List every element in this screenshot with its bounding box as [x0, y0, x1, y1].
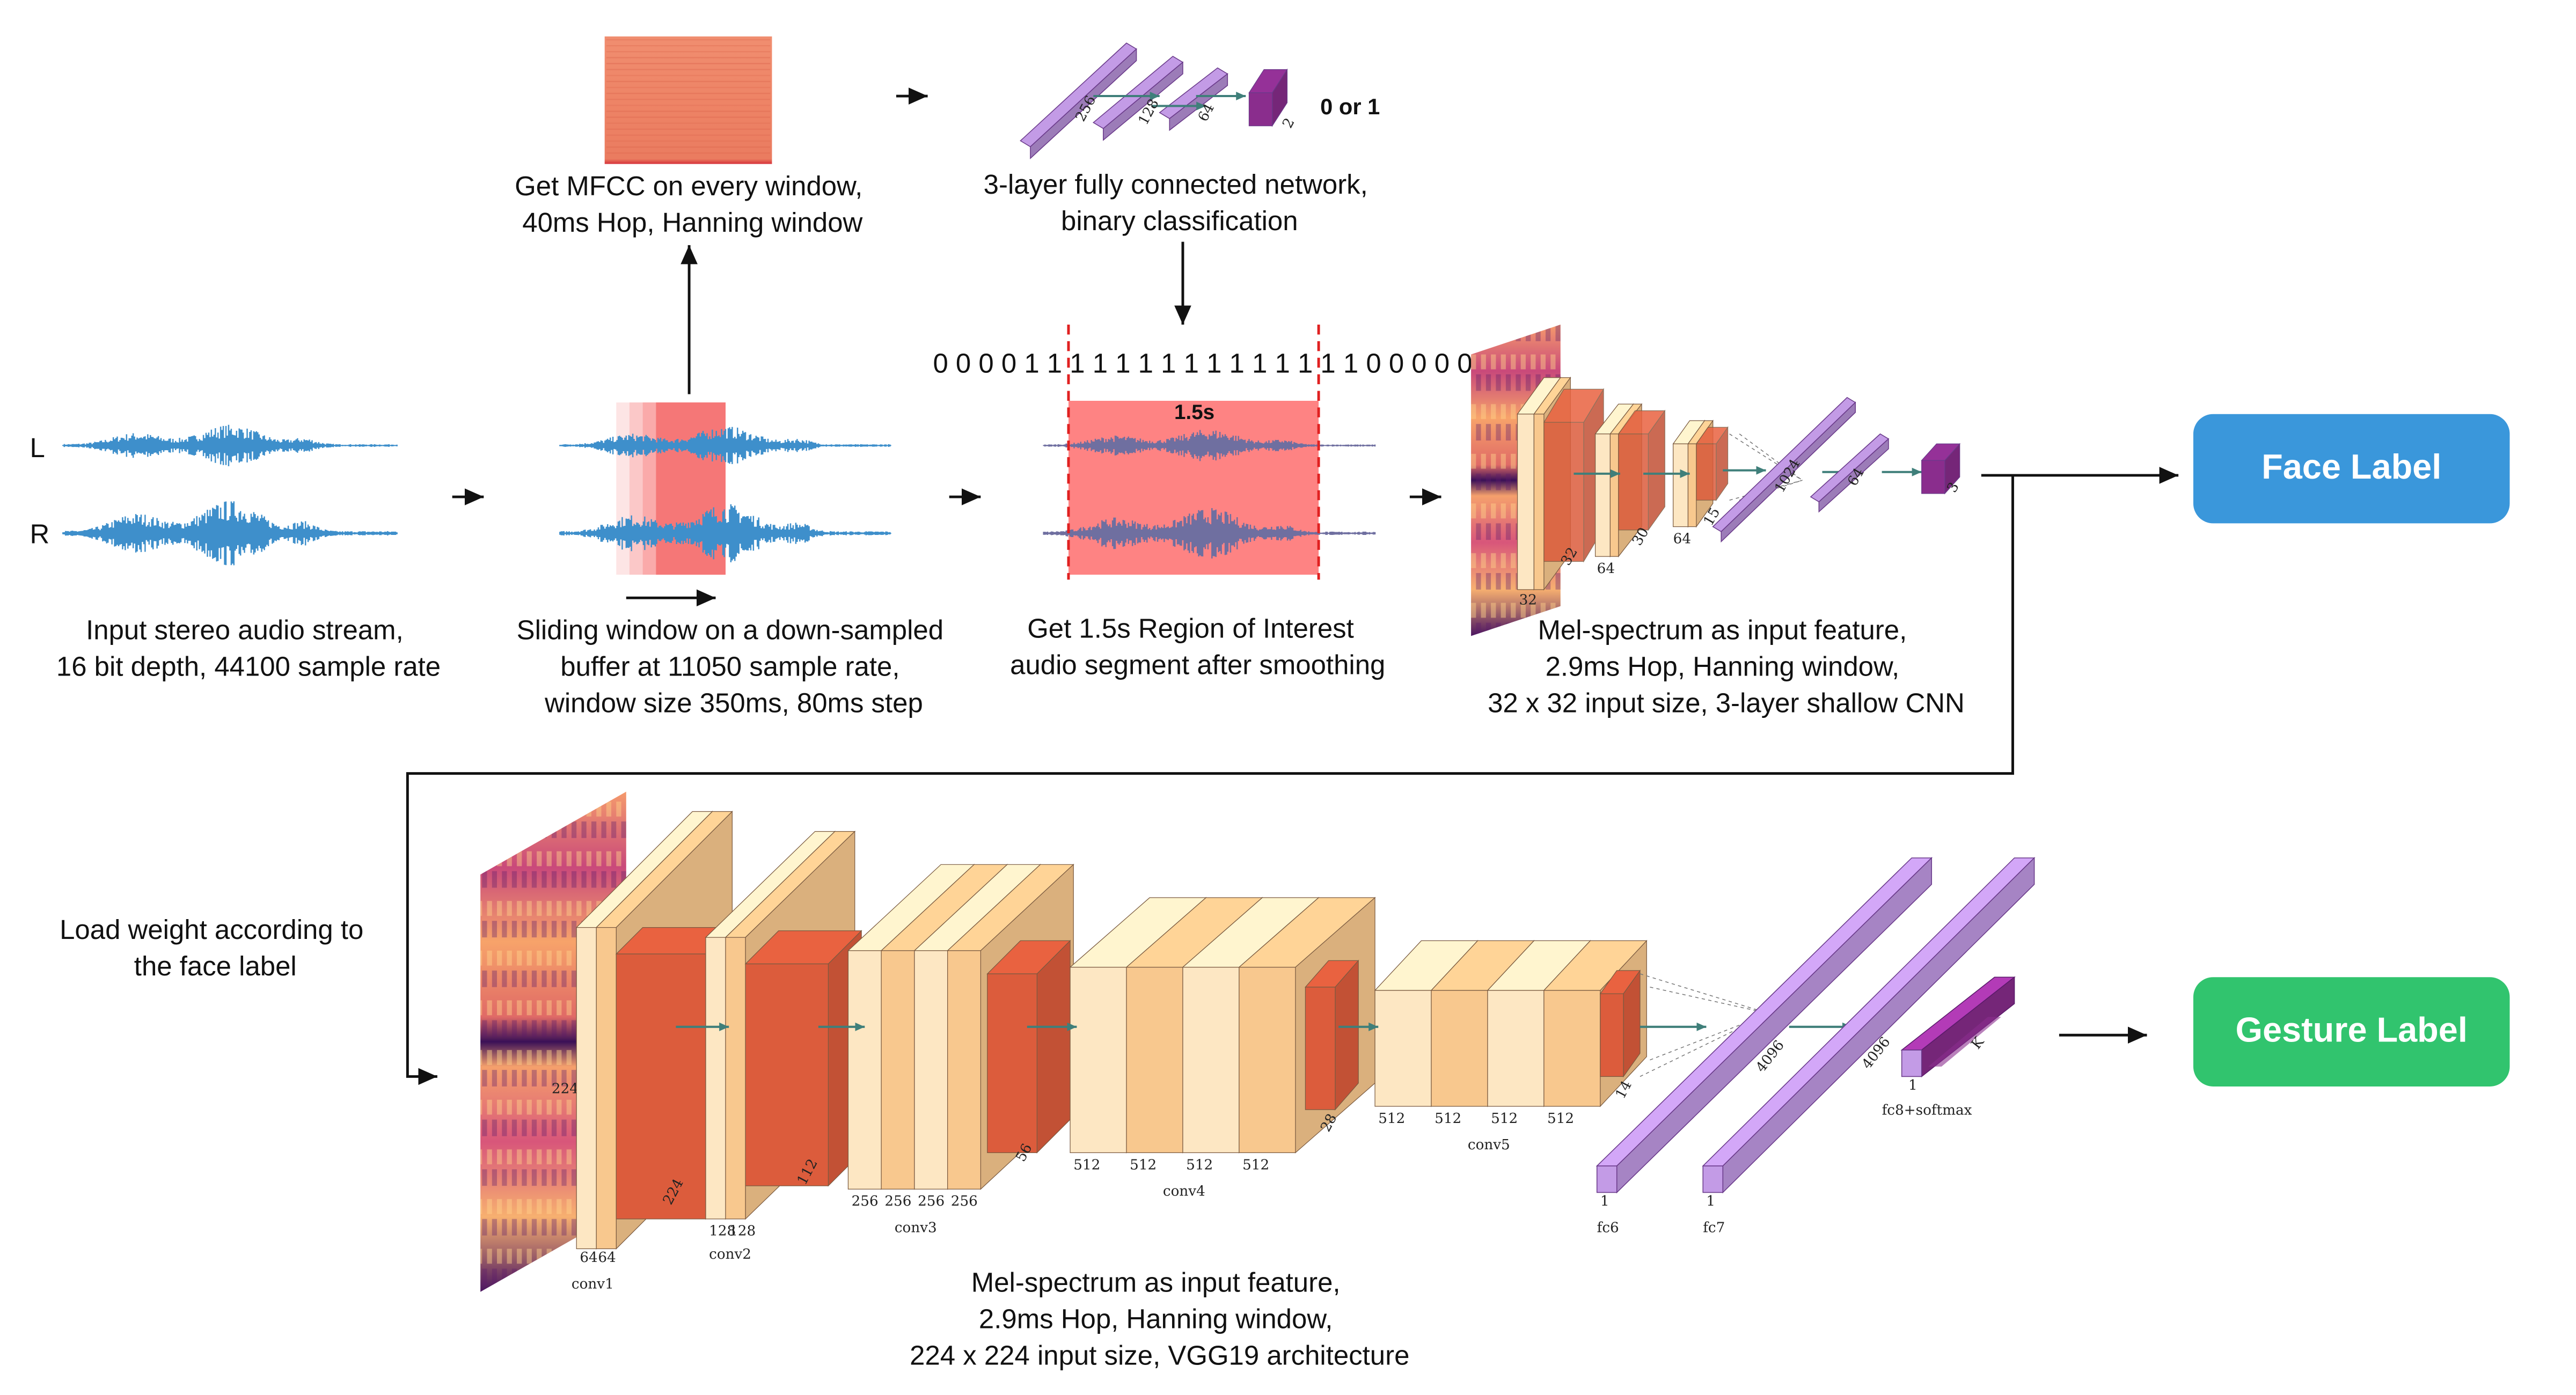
- vgg-conv4-channels: 512: [1073, 1157, 1100, 1173]
- vgg-fc6: [1596, 857, 1933, 1194]
- vgg-conv2-pool: [744, 930, 862, 1187]
- vgg-fc7: [1702, 857, 2036, 1194]
- vgg-conv5-channels: 512: [1435, 1111, 1461, 1127]
- roi-duration-label: 1.5s: [1174, 401, 1214, 424]
- caption-mfcc: Get MFCC on every window, 40ms Hop, Hann…: [515, 171, 870, 238]
- connector-face-to-vgg: [406, 475, 2014, 1085]
- fc-layer-128: [1092, 56, 1184, 141]
- caption-vgg: Mel-spectrum as input feature, 2.9ms Hop…: [910, 1267, 1409, 1371]
- fc-network: 256 128 64 2: [1020, 42, 1298, 159]
- shallow-dim-64b: 64: [1673, 531, 1691, 547]
- window-waveform-right: [559, 504, 891, 562]
- vgg-conv4-pool: [1305, 959, 1359, 1111]
- vgg-conv1-channels: 64: [598, 1250, 616, 1266]
- caption-roi: Get 1.5s Region of Interest audio segmen…: [1010, 613, 1385, 680]
- caption-sliding: Sliding window on a down-sampled buffer …: [517, 615, 952, 718]
- fc-output-label: 0 or 1: [1320, 94, 1380, 119]
- shallow-fc-64: [1810, 433, 1890, 513]
- shallow-pool2: [1618, 409, 1666, 531]
- vgg-conv1-name: conv1: [572, 1276, 614, 1293]
- channel-label-left: L: [30, 432, 45, 463]
- vgg-conv2-name: conv2: [709, 1246, 751, 1262]
- vgg-conv2-channels: 128: [729, 1223, 756, 1239]
- vgg-conv5-name: conv5: [1468, 1137, 1510, 1153]
- vgg-fc8-one: 1: [1908, 1077, 1918, 1093]
- vgg-conv1-channels: 64: [580, 1250, 597, 1266]
- vgg-conv4-name: conv4: [1163, 1184, 1205, 1200]
- shallow-dim-32a: 32: [1519, 592, 1537, 608]
- vgg-conv3-name: conv3: [895, 1220, 937, 1236]
- vgg-conv5-channels: 512: [1547, 1111, 1574, 1127]
- sliding-window-panel: [559, 402, 891, 575]
- vgg-conv3-channels: 256: [951, 1193, 978, 1209]
- mfcc-image: [604, 36, 772, 164]
- caption-shallow-cnn: Mel-spectrum as input feature, 2.9ms Hop…: [1488, 615, 1965, 718]
- vgg-conv2-channels: 128: [709, 1223, 736, 1239]
- vgg-conv5-channels: 512: [1491, 1111, 1518, 1127]
- window-waveform-left: [559, 427, 891, 464]
- vgg-fc8-name: fc8+softmax: [1882, 1102, 1972, 1118]
- input-waveform-right: [62, 501, 398, 566]
- shallow-fc-3: [1921, 443, 1961, 495]
- caption-input: Input stereo audio stream, 16 bit depth,…: [56, 615, 441, 682]
- vgg-fc6-one: 1: [1600, 1193, 1609, 1209]
- fc-layer-2: [1248, 68, 1288, 127]
- shallow-dim-3: 3: [1944, 480, 1963, 495]
- vgg-conv4-channels: 512: [1130, 1157, 1157, 1173]
- vgg-fc-connector: [1640, 973, 1769, 1014]
- vgg-fc6-name: fc6: [1597, 1220, 1619, 1236]
- shallow-pool3: [1695, 426, 1729, 502]
- input-waveform-left: [62, 424, 398, 466]
- vgg-fc8: [1900, 976, 2016, 1078]
- vgg-conv4-channels: 512: [1242, 1157, 1269, 1173]
- vgg-fc-connector: [1650, 986, 1769, 1014]
- shallow-fc-1024: [1712, 397, 1856, 543]
- roi-panel: 1.5s: [1043, 325, 1376, 580]
- vgg-fc7-one: 1: [1706, 1193, 1715, 1209]
- fc-dim-2: 2: [1279, 115, 1298, 131]
- vgg-conv4-channels: 512: [1186, 1157, 1213, 1173]
- gesture-label-badge: Gesture Label: [2193, 977, 2510, 1086]
- vgg-conv3-channels: 256: [852, 1193, 879, 1209]
- vgg-conv3-channels: 256: [884, 1193, 911, 1209]
- vgg-conv3-pool: [986, 939, 1071, 1154]
- caption-load-weight: Load weight according to the face label: [60, 914, 371, 981]
- vgg-conv5-channels: 512: [1378, 1111, 1405, 1127]
- caption-fc-network: 3-layer fully connected network, binary …: [984, 169, 1375, 236]
- channel-label-right: R: [30, 518, 50, 549]
- vgg-conv5-pool: [1599, 969, 1641, 1078]
- bit-sequence: 0 0 0 0 1 1 1 1 1 1 1 1 1 1 1 1 1 1 1 0 …: [933, 348, 1472, 379]
- vgg-fc7-name: fc7: [1703, 1220, 1725, 1236]
- shallow-fc-connector: [1729, 434, 1803, 481]
- vgg-input-size: 224: [552, 1081, 579, 1097]
- shallow-pool1: [1543, 388, 1605, 563]
- face-label-badge: Face Label: [2193, 414, 2510, 524]
- shallow-fc-connector: [1739, 480, 1803, 501]
- fc-layer-256: [1020, 42, 1137, 159]
- vgg-conv3-channels: 256: [918, 1193, 945, 1209]
- shallow-dim-64a: 64: [1597, 561, 1615, 577]
